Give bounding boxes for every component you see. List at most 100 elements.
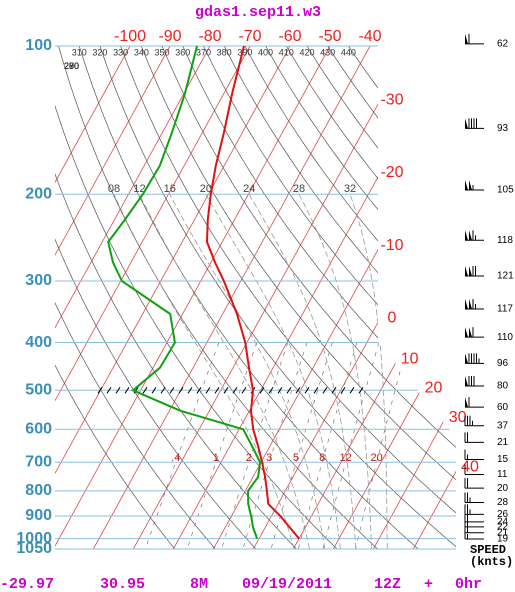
- wind-speed: 15: [497, 454, 509, 465]
- pressure-label: 400: [25, 334, 52, 351]
- moist-label: 20: [200, 183, 212, 195]
- temperature-label: 40: [461, 459, 479, 476]
- hatch: [97, 387, 103, 394]
- hatch: [214, 387, 220, 394]
- hatch: [124, 387, 130, 394]
- hatch: [277, 387, 283, 394]
- mixing-ratio: [270, 342, 333, 549]
- temperature-label: -80: [198, 28, 221, 45]
- temperature-label: -40: [358, 28, 381, 45]
- hatch: [358, 387, 364, 394]
- wind-speed: 21: [497, 437, 509, 448]
- hatch: [304, 387, 310, 394]
- hatch: [196, 387, 202, 394]
- barb-pennant: [465, 179, 468, 190]
- hatch: [340, 387, 346, 394]
- temperature-label: 30: [449, 409, 467, 426]
- barb-pennant: [469, 299, 472, 310]
- wind-barb: [464, 528, 484, 540]
- theta-label: 280: [64, 61, 79, 71]
- pressure-label: 1000: [16, 530, 52, 547]
- theta-label: 320: [92, 47, 107, 57]
- footer-text: -29.97: [0, 576, 54, 592]
- wind-speed: 19: [497, 534, 509, 545]
- mixing-label: 8: [319, 452, 325, 464]
- wind-barb: [464, 478, 484, 489]
- isotherm: [55, 46, 211, 549]
- theta-label: 380: [217, 47, 232, 57]
- hatch: [241, 387, 247, 394]
- hatch: [322, 387, 328, 394]
- footer-text: 12Z: [374, 576, 401, 592]
- profile-line: [107, 45, 262, 539]
- wind-barb: [465, 179, 484, 191]
- wind-speed: 24: [497, 517, 509, 528]
- wind-speed: 118: [497, 235, 513, 246]
- theta-label: 350: [155, 47, 170, 57]
- hatch: [268, 387, 274, 394]
- temperature-label: -70: [238, 28, 261, 45]
- barb-pennant: [465, 353, 468, 364]
- hatch: [259, 387, 265, 394]
- wind-speed: 117: [497, 304, 513, 315]
- temperature-label: -90: [158, 28, 181, 45]
- hatch: [295, 387, 301, 394]
- wind-speed: 105: [497, 185, 514, 196]
- dry-adiabat: [55, 46, 216, 549]
- hatch: [313, 387, 319, 394]
- moist-label: 08: [108, 183, 120, 195]
- moist-adiabat: [169, 194, 326, 549]
- pressure-label: 500: [25, 382, 52, 399]
- isotherm: [55, 46, 251, 549]
- theta-label: 410: [279, 47, 294, 57]
- wind-barb: [464, 415, 484, 427]
- temperature-label: -20: [380, 164, 403, 181]
- mixing-label: 3: [266, 452, 272, 464]
- theta-label: 260: [64, 61, 79, 71]
- pressure-label: 300: [25, 272, 52, 289]
- theta-label: 360: [175, 47, 190, 57]
- barb-pennant: [469, 230, 472, 241]
- hatch: [286, 387, 292, 394]
- isotherm: [55, 46, 291, 549]
- theta-label: 370: [196, 47, 211, 57]
- pressure-label: 600: [25, 421, 52, 438]
- hatch: [151, 387, 157, 394]
- moist-adiabat: [298, 194, 372, 549]
- theta-label: 310: [72, 47, 87, 57]
- pressure-label: 700: [25, 453, 52, 470]
- temperature-label: -50: [318, 28, 341, 45]
- hatch: [142, 387, 148, 394]
- dry-adiabat: [99, 46, 456, 549]
- pressure-label: 900: [25, 507, 52, 524]
- dry-adiabat: [140, 46, 456, 549]
- wind-barb: [465, 397, 484, 408]
- profile-line: [205, 45, 300, 540]
- theta-label: 430: [320, 47, 335, 57]
- temperature-label: 20: [425, 380, 443, 397]
- barb-pennant: [465, 118, 468, 129]
- barb-pennant: [465, 230, 468, 241]
- dry-adiabat: [55, 46, 338, 549]
- temperature-label: -10: [380, 237, 403, 254]
- wind-barb: [465, 265, 484, 277]
- isotherm: [55, 46, 331, 549]
- temperature-label: 0: [388, 310, 397, 327]
- hatch: [331, 387, 337, 394]
- hatch: [232, 387, 238, 394]
- footer-text: 0hr: [455, 576, 482, 592]
- wind-speed: 11: [497, 469, 508, 480]
- mixing-label: 1: [213, 452, 219, 464]
- wind-speed: 62: [497, 38, 509, 49]
- barb-pennant: [465, 299, 468, 310]
- wind-speed: 21: [497, 527, 509, 538]
- chart-title: gdas1.sep11.w3: [195, 4, 321, 21]
- moist-adiabat: [139, 194, 310, 549]
- theta-label: 390: [237, 47, 252, 57]
- hatch: [106, 387, 112, 394]
- moist-label: 12: [133, 183, 145, 195]
- pressure-label: 200: [25, 185, 52, 202]
- moist-label: 24: [243, 183, 255, 195]
